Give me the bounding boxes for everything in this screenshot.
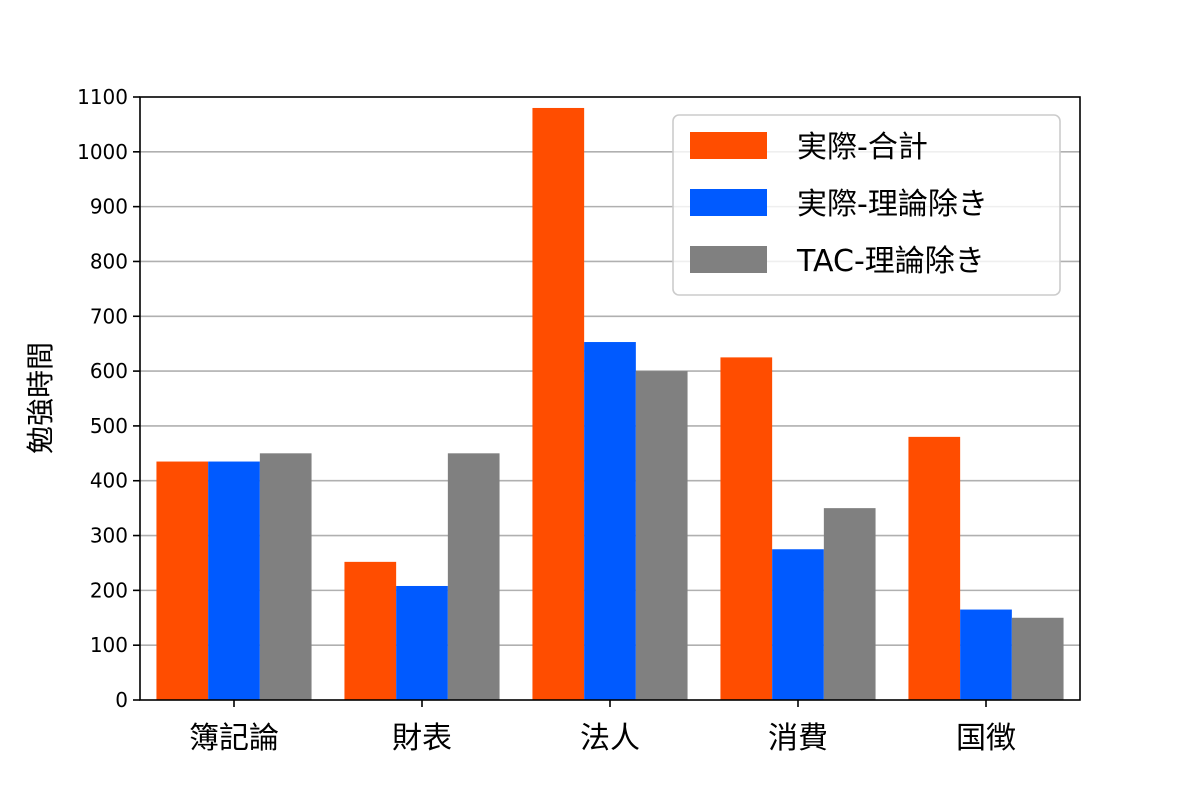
x-tick-label: 消費 — [768, 721, 828, 756]
legend-swatch — [690, 132, 767, 159]
bar-2-2 — [396, 585, 448, 700]
bar-1-1 — [156, 461, 209, 700]
bar-3-4 — [823, 508, 876, 700]
bar-3-2 — [447, 453, 500, 700]
bar-2-5 — [960, 609, 1012, 700]
bar-1-4 — [720, 357, 773, 700]
y-tick-label: 200 — [90, 578, 128, 602]
y-tick-label: 300 — [90, 524, 128, 548]
bar-3-3 — [635, 371, 688, 700]
y-tick-label: 1000 — [77, 140, 128, 164]
x-axis-ticks: 簿記論 財表 法人 消費 国徴 — [189, 700, 1016, 756]
x-tick-label: 簿記論 — [189, 721, 279, 756]
legend-label: TAC-理論除き — [796, 244, 985, 279]
bars — [156, 107, 1064, 701]
y-tick-label: 0 — [115, 688, 128, 712]
bar-1-2 — [344, 561, 397, 700]
legend-frame — [672, 114, 1061, 296]
y-tick-label: 800 — [90, 249, 128, 273]
bar-2-3 — [584, 342, 636, 700]
bar-2-1 — [208, 461, 260, 700]
y-tick-label: 400 — [90, 469, 128, 493]
legend-swatch — [690, 189, 767, 216]
x-tick-label: 国徴 — [956, 721, 1016, 756]
y-axis-label: 勉強時間 — [24, 342, 57, 454]
x-tick-label: 財表 — [392, 721, 452, 756]
bar-3-1 — [259, 453, 312, 700]
legend-label: 実際-合計 — [797, 130, 928, 165]
bar-1-3 — [532, 107, 585, 701]
y-axis-ticks: 0 100 200 300 400 500 600 700 800 900 1000 1100 — [77, 85, 140, 712]
legend-swatch — [690, 246, 767, 273]
bar-2-4 — [772, 549, 824, 700]
bar-1-5 — [908, 436, 961, 700]
x-tick-label: 法人 — [580, 721, 640, 756]
y-tick-label: 900 — [90, 195, 128, 219]
bar-3-5 — [1011, 617, 1064, 700]
y-tick-label: 500 — [90, 414, 128, 438]
y-tick-label: 1100 — [77, 85, 128, 109]
y-tick-label: 600 — [90, 359, 128, 383]
legend-label: 実際-理論除き — [797, 187, 988, 222]
y-tick-label: 100 — [90, 633, 128, 657]
y-tick-label: 700 — [90, 304, 128, 328]
